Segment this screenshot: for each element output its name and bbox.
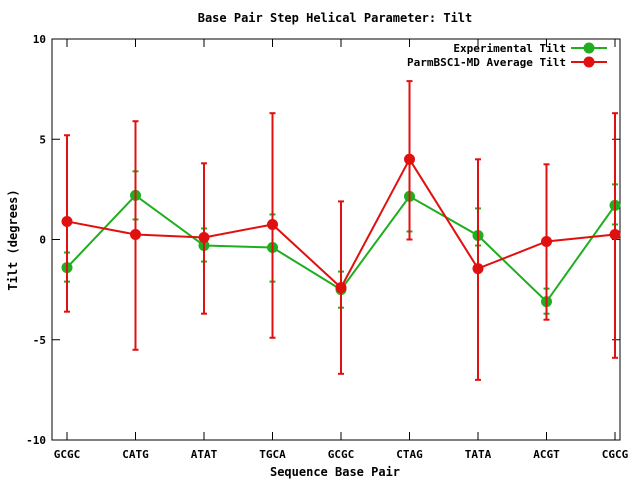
data-point — [609, 228, 621, 240]
legend-label-2: ParmBSC1-MD Average Tilt — [407, 56, 566, 69]
x-tick-label: CATG — [122, 448, 149, 461]
data-point — [404, 153, 415, 165]
x-tick-label: GCGC — [328, 448, 355, 461]
y-axis-label: Tilt (degrees) — [6, 189, 20, 290]
y-tick-label: 0 — [39, 234, 46, 247]
y-tick-label: 10 — [33, 33, 46, 46]
y-tick-label: -10 — [26, 434, 46, 447]
data-point — [130, 228, 141, 240]
axis-ticks: -10 -5 0 5 10 GCGC CATG ATAT TGCA GCGC CTAG TATA ACG… — [26, 33, 628, 461]
series-2 — [61, 80, 621, 381]
x-axis-label: Sequence Base Pair — [270, 465, 400, 479]
chart-title: Base Pair Step Helical Parameter: Tilt — [198, 11, 473, 25]
x-tick-label: ACGT — [533, 448, 560, 461]
legend-swatch-marker — [583, 42, 595, 54]
data-point — [198, 231, 210, 243]
data-point — [541, 236, 552, 248]
x-tick-label: CGCG — [602, 448, 629, 461]
series-layer — [61, 80, 621, 381]
data-point — [61, 215, 73, 227]
x-tick-label: TATA — [465, 448, 492, 461]
legend-label-1: Experimental Tilt — [453, 42, 566, 55]
x-tick-label: TGCA — [259, 448, 286, 461]
legend-swatch-marker — [583, 56, 595, 68]
y-tick-label: -5 — [33, 334, 46, 347]
x-tick-label: CTAG — [396, 448, 423, 461]
x-tick-label: GCGC — [54, 448, 81, 461]
x-tick-label: ATAT — [191, 448, 218, 461]
data-point — [335, 282, 347, 294]
data-point — [267, 218, 278, 230]
y-tick-label: 5 — [39, 133, 46, 146]
data-point — [472, 263, 484, 275]
